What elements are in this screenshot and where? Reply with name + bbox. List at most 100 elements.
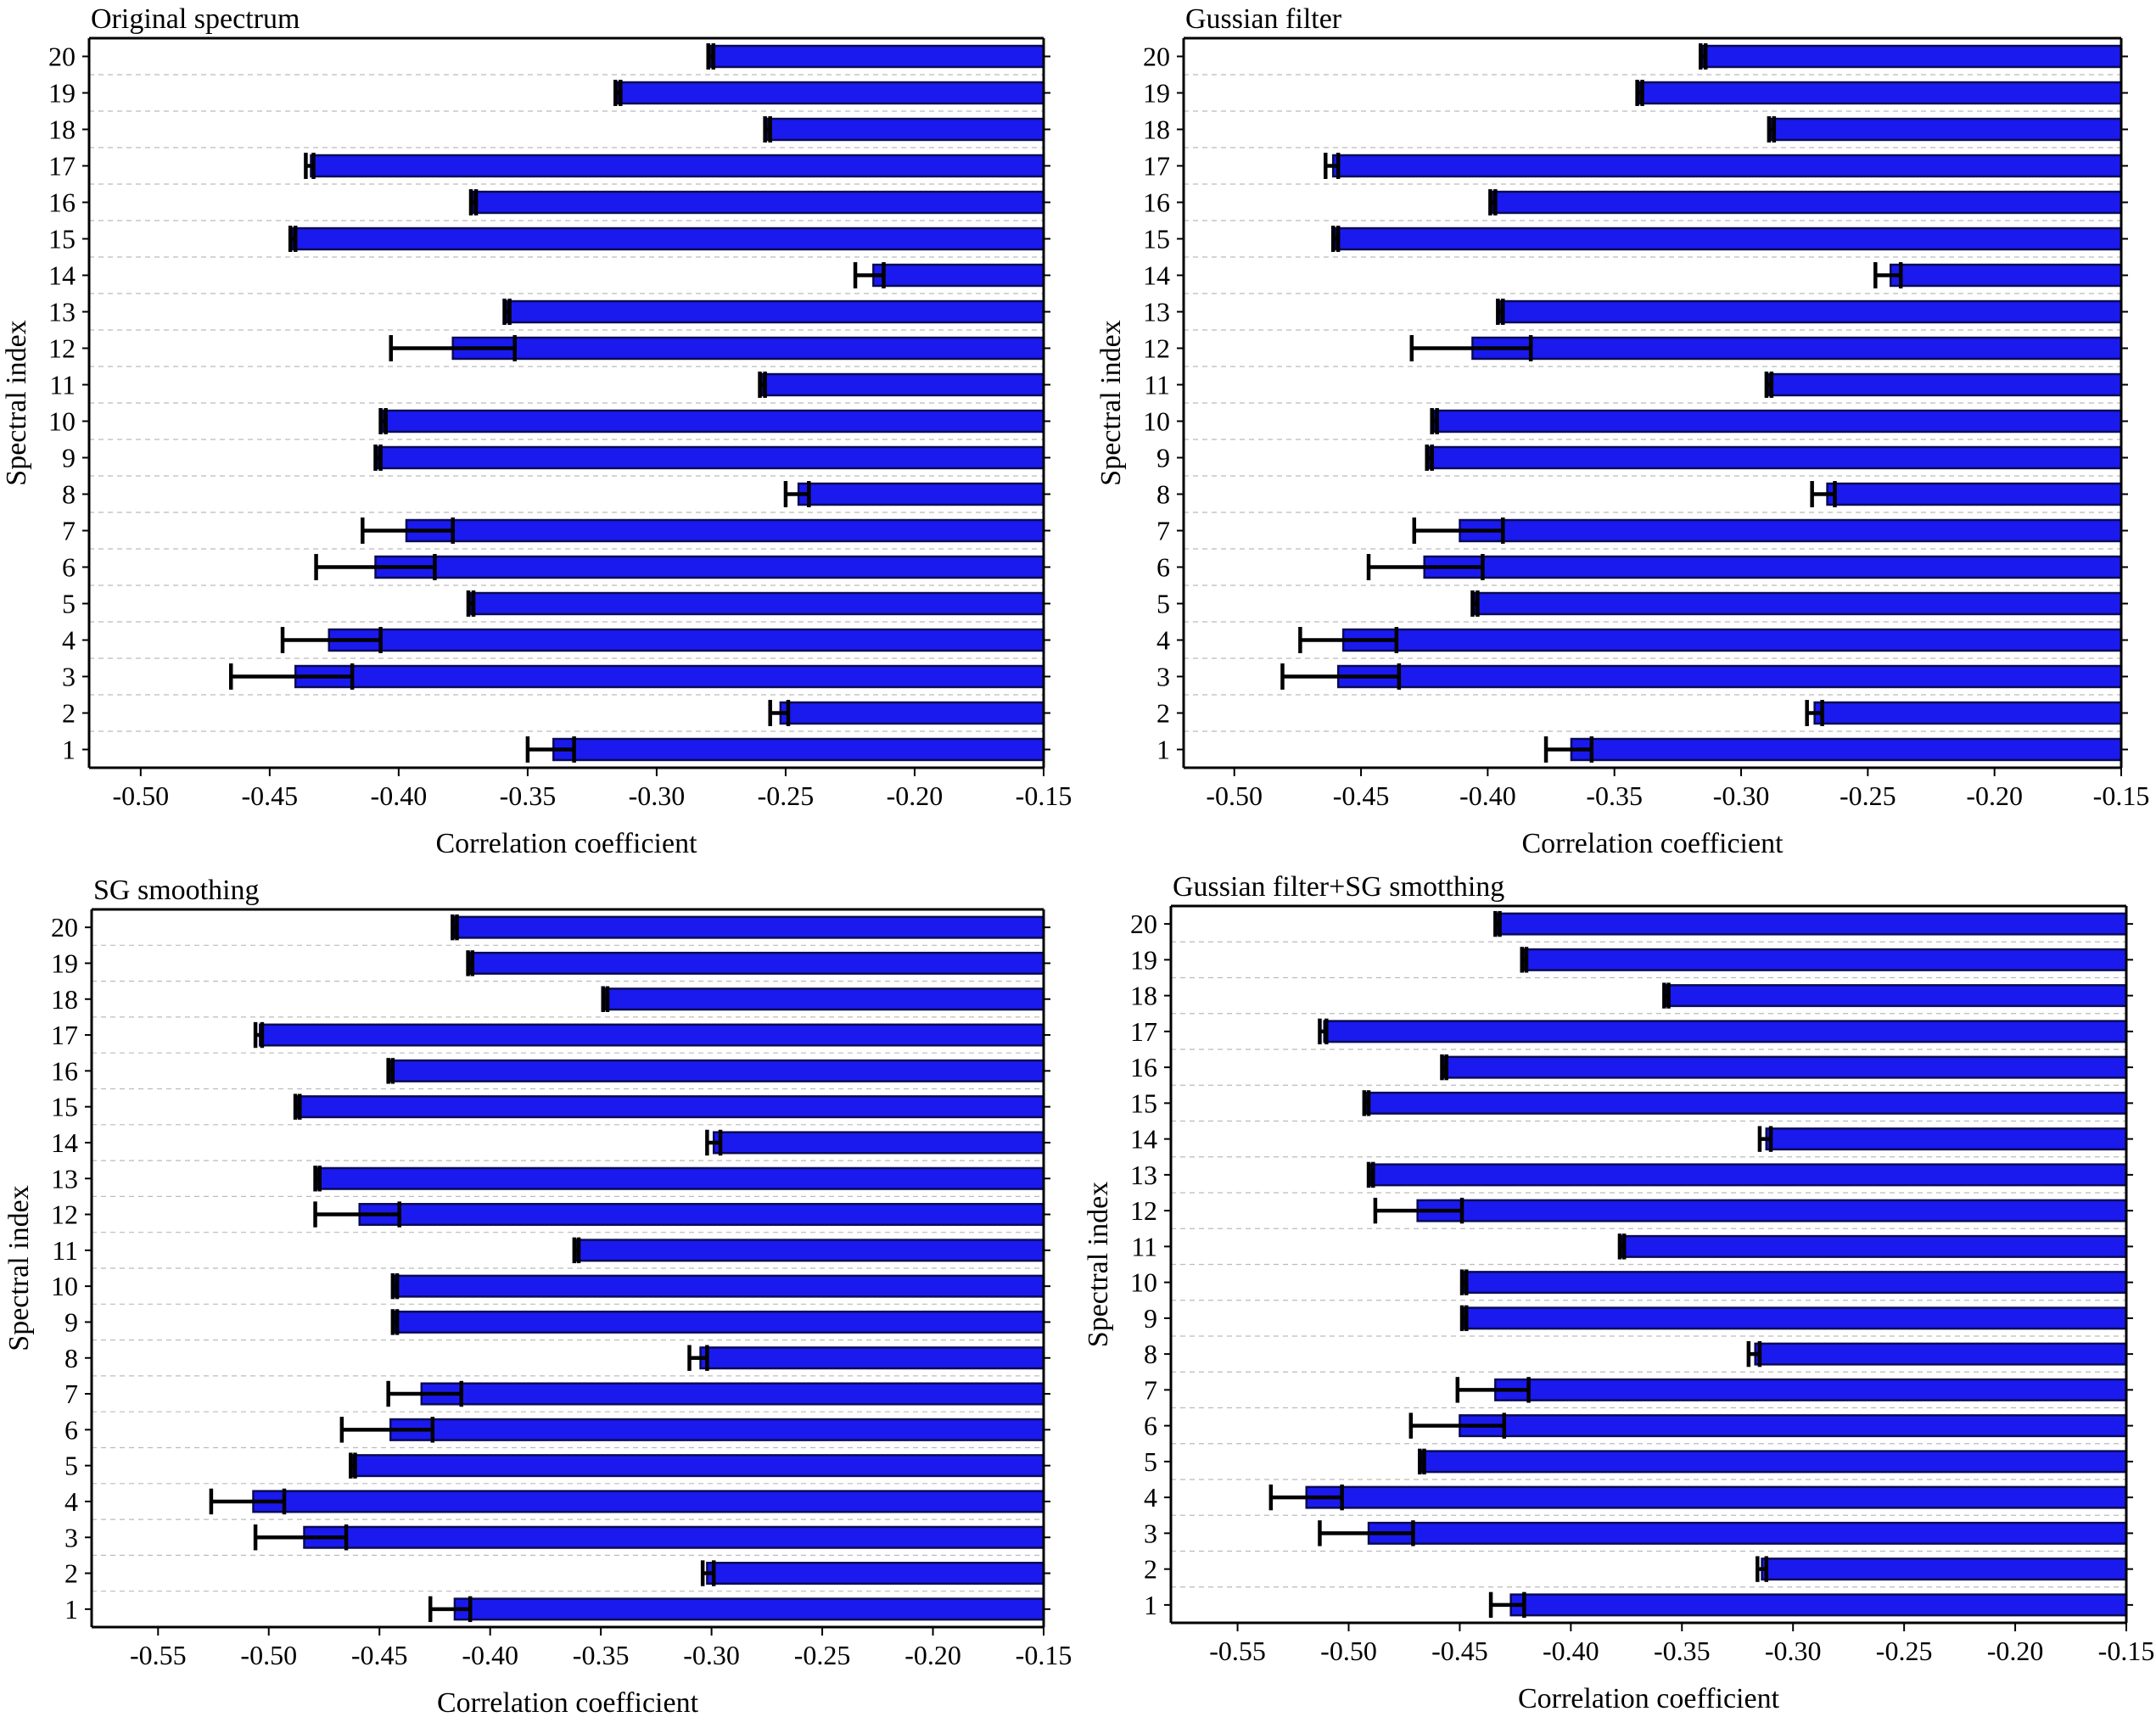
y-axis-label: Spectral index bbox=[1, 320, 32, 485]
bar-6 bbox=[1423, 555, 2123, 579]
y-tick-label-11: 11 bbox=[1131, 1231, 1157, 1261]
y-tick-label-13: 13 bbox=[1130, 1160, 1157, 1190]
x-tick-label: -0.35 bbox=[500, 780, 557, 811]
bar-19 bbox=[1523, 948, 2128, 971]
y-tick-label-17: 17 bbox=[1130, 1016, 1157, 1047]
bar-15 bbox=[1334, 227, 2123, 251]
y-tick-label-4: 4 bbox=[1156, 625, 1170, 656]
x-tick-label: -0.45 bbox=[1333, 780, 1390, 811]
y-tick-label-1: 1 bbox=[64, 1594, 78, 1625]
bar-20 bbox=[1701, 44, 2123, 69]
y-tick-label-6: 6 bbox=[64, 1414, 78, 1445]
bar-17 bbox=[259, 1023, 1045, 1047]
y-tick-label-2: 2 bbox=[1156, 698, 1170, 729]
y-tick-label-18: 18 bbox=[1130, 981, 1157, 1011]
bar-5 bbox=[1474, 591, 2123, 616]
x-tick-label: -0.40 bbox=[1459, 780, 1516, 811]
y-tick-label-15: 15 bbox=[51, 1092, 78, 1122]
y-tick-label-9: 9 bbox=[64, 1306, 78, 1337]
y-tick-label-1: 1 bbox=[62, 735, 76, 765]
y-tick-label-1: 1 bbox=[1144, 1590, 1157, 1620]
y-tick-label-20: 20 bbox=[1143, 42, 1170, 72]
y-tick-label-20: 20 bbox=[48, 42, 76, 72]
y-tick-label-11: 11 bbox=[1144, 370, 1170, 400]
bar-8 bbox=[699, 1346, 1045, 1370]
bar-17 bbox=[1323, 1020, 2128, 1043]
y-tick-label-3: 3 bbox=[1156, 662, 1170, 692]
y-tick-label-16: 16 bbox=[51, 1055, 78, 1086]
y-tick-label-9: 9 bbox=[62, 443, 76, 473]
y-tick-label-5: 5 bbox=[62, 589, 76, 619]
bar-14 bbox=[1889, 263, 2123, 288]
bar-10 bbox=[1433, 409, 2123, 433]
y-tick-label-4: 4 bbox=[1144, 1482, 1157, 1513]
x-tick-label: -0.55 bbox=[130, 1640, 187, 1670]
bar-13 bbox=[506, 299, 1045, 324]
bar-17 bbox=[310, 154, 1045, 178]
bar-4 bbox=[252, 1490, 1045, 1513]
y-tick-label-3: 3 bbox=[64, 1522, 78, 1552]
y-tick-label-14: 14 bbox=[1130, 1124, 1157, 1155]
bar-10 bbox=[382, 409, 1045, 433]
x-tick-label: -0.45 bbox=[1431, 1636, 1488, 1666]
bar-20 bbox=[709, 44, 1045, 69]
chart-title: Gussian filter+SG smotthing bbox=[1173, 871, 1504, 903]
x-tick-label: -0.25 bbox=[794, 1640, 851, 1670]
y-tick-label-7: 7 bbox=[1156, 516, 1170, 546]
x-tick-label: -0.35 bbox=[573, 1640, 630, 1670]
bar-13 bbox=[1369, 1163, 2128, 1187]
y-tick-label-2: 2 bbox=[1144, 1554, 1157, 1585]
bar-3 bbox=[303, 1525, 1045, 1549]
y-tick-label-19: 19 bbox=[1130, 944, 1157, 975]
bar-19 bbox=[617, 81, 1045, 105]
x-tick-label: -0.15 bbox=[1016, 1640, 1072, 1670]
bar-13 bbox=[1499, 299, 2123, 324]
x-axis-label: Correlation coefficient bbox=[435, 828, 697, 859]
bar-1 bbox=[1509, 1593, 2128, 1617]
y-tick-label-4: 4 bbox=[62, 625, 76, 656]
bar-12 bbox=[1416, 1199, 2128, 1222]
y-tick-label-18: 18 bbox=[48, 115, 76, 145]
y-tick-label-10: 10 bbox=[1143, 406, 1170, 437]
bar-15 bbox=[1365, 1091, 2128, 1115]
bar-15 bbox=[296, 1095, 1045, 1119]
y-tick-label-12: 12 bbox=[1143, 333, 1170, 364]
y-tick-label-9: 9 bbox=[1156, 443, 1170, 473]
bar-2 bbox=[1813, 701, 2123, 725]
bar-8 bbox=[797, 482, 1045, 506]
bar-18 bbox=[1770, 117, 2123, 142]
bar-1 bbox=[1570, 737, 2123, 762]
y-tick-label-6: 6 bbox=[1156, 552, 1170, 583]
x-tick-label: -0.25 bbox=[758, 780, 815, 811]
x-tick-label: -0.40 bbox=[1543, 1636, 1599, 1666]
y-tick-label-3: 3 bbox=[1144, 1518, 1157, 1548]
x-tick-label: -0.20 bbox=[1966, 780, 2023, 811]
y-tick-label-8: 8 bbox=[64, 1343, 78, 1373]
bar-7 bbox=[1494, 1378, 2128, 1401]
bar-5 bbox=[469, 591, 1045, 616]
bar-10 bbox=[1463, 1271, 2128, 1295]
chart-title: Gussian filter bbox=[1185, 3, 1342, 35]
bar-5 bbox=[1420, 1450, 2128, 1474]
x-tick-label: -0.20 bbox=[887, 780, 944, 811]
y-tick-label-15: 15 bbox=[48, 224, 76, 254]
y-tick-label-13: 13 bbox=[48, 297, 76, 327]
y-tick-label-19: 19 bbox=[51, 948, 78, 978]
bar-7 bbox=[1459, 518, 2123, 543]
y-tick-label-5: 5 bbox=[64, 1451, 78, 1481]
x-tick-label: -0.15 bbox=[2093, 780, 2150, 811]
y-tick-label-10: 10 bbox=[1130, 1267, 1157, 1298]
bar-4 bbox=[1305, 1485, 2128, 1509]
y-tick-label-7: 7 bbox=[64, 1379, 78, 1409]
y-tick-label-20: 20 bbox=[51, 912, 78, 942]
bar-17 bbox=[1331, 154, 2123, 178]
bar-11 bbox=[1767, 372, 2123, 397]
y-tick-label-9: 9 bbox=[1144, 1303, 1157, 1334]
y-tick-label-10: 10 bbox=[48, 406, 76, 437]
x-axis-label: Correlation coefficient bbox=[437, 1687, 699, 1717]
bar-7 bbox=[420, 1382, 1045, 1406]
y-tick-label-14: 14 bbox=[48, 260, 76, 291]
